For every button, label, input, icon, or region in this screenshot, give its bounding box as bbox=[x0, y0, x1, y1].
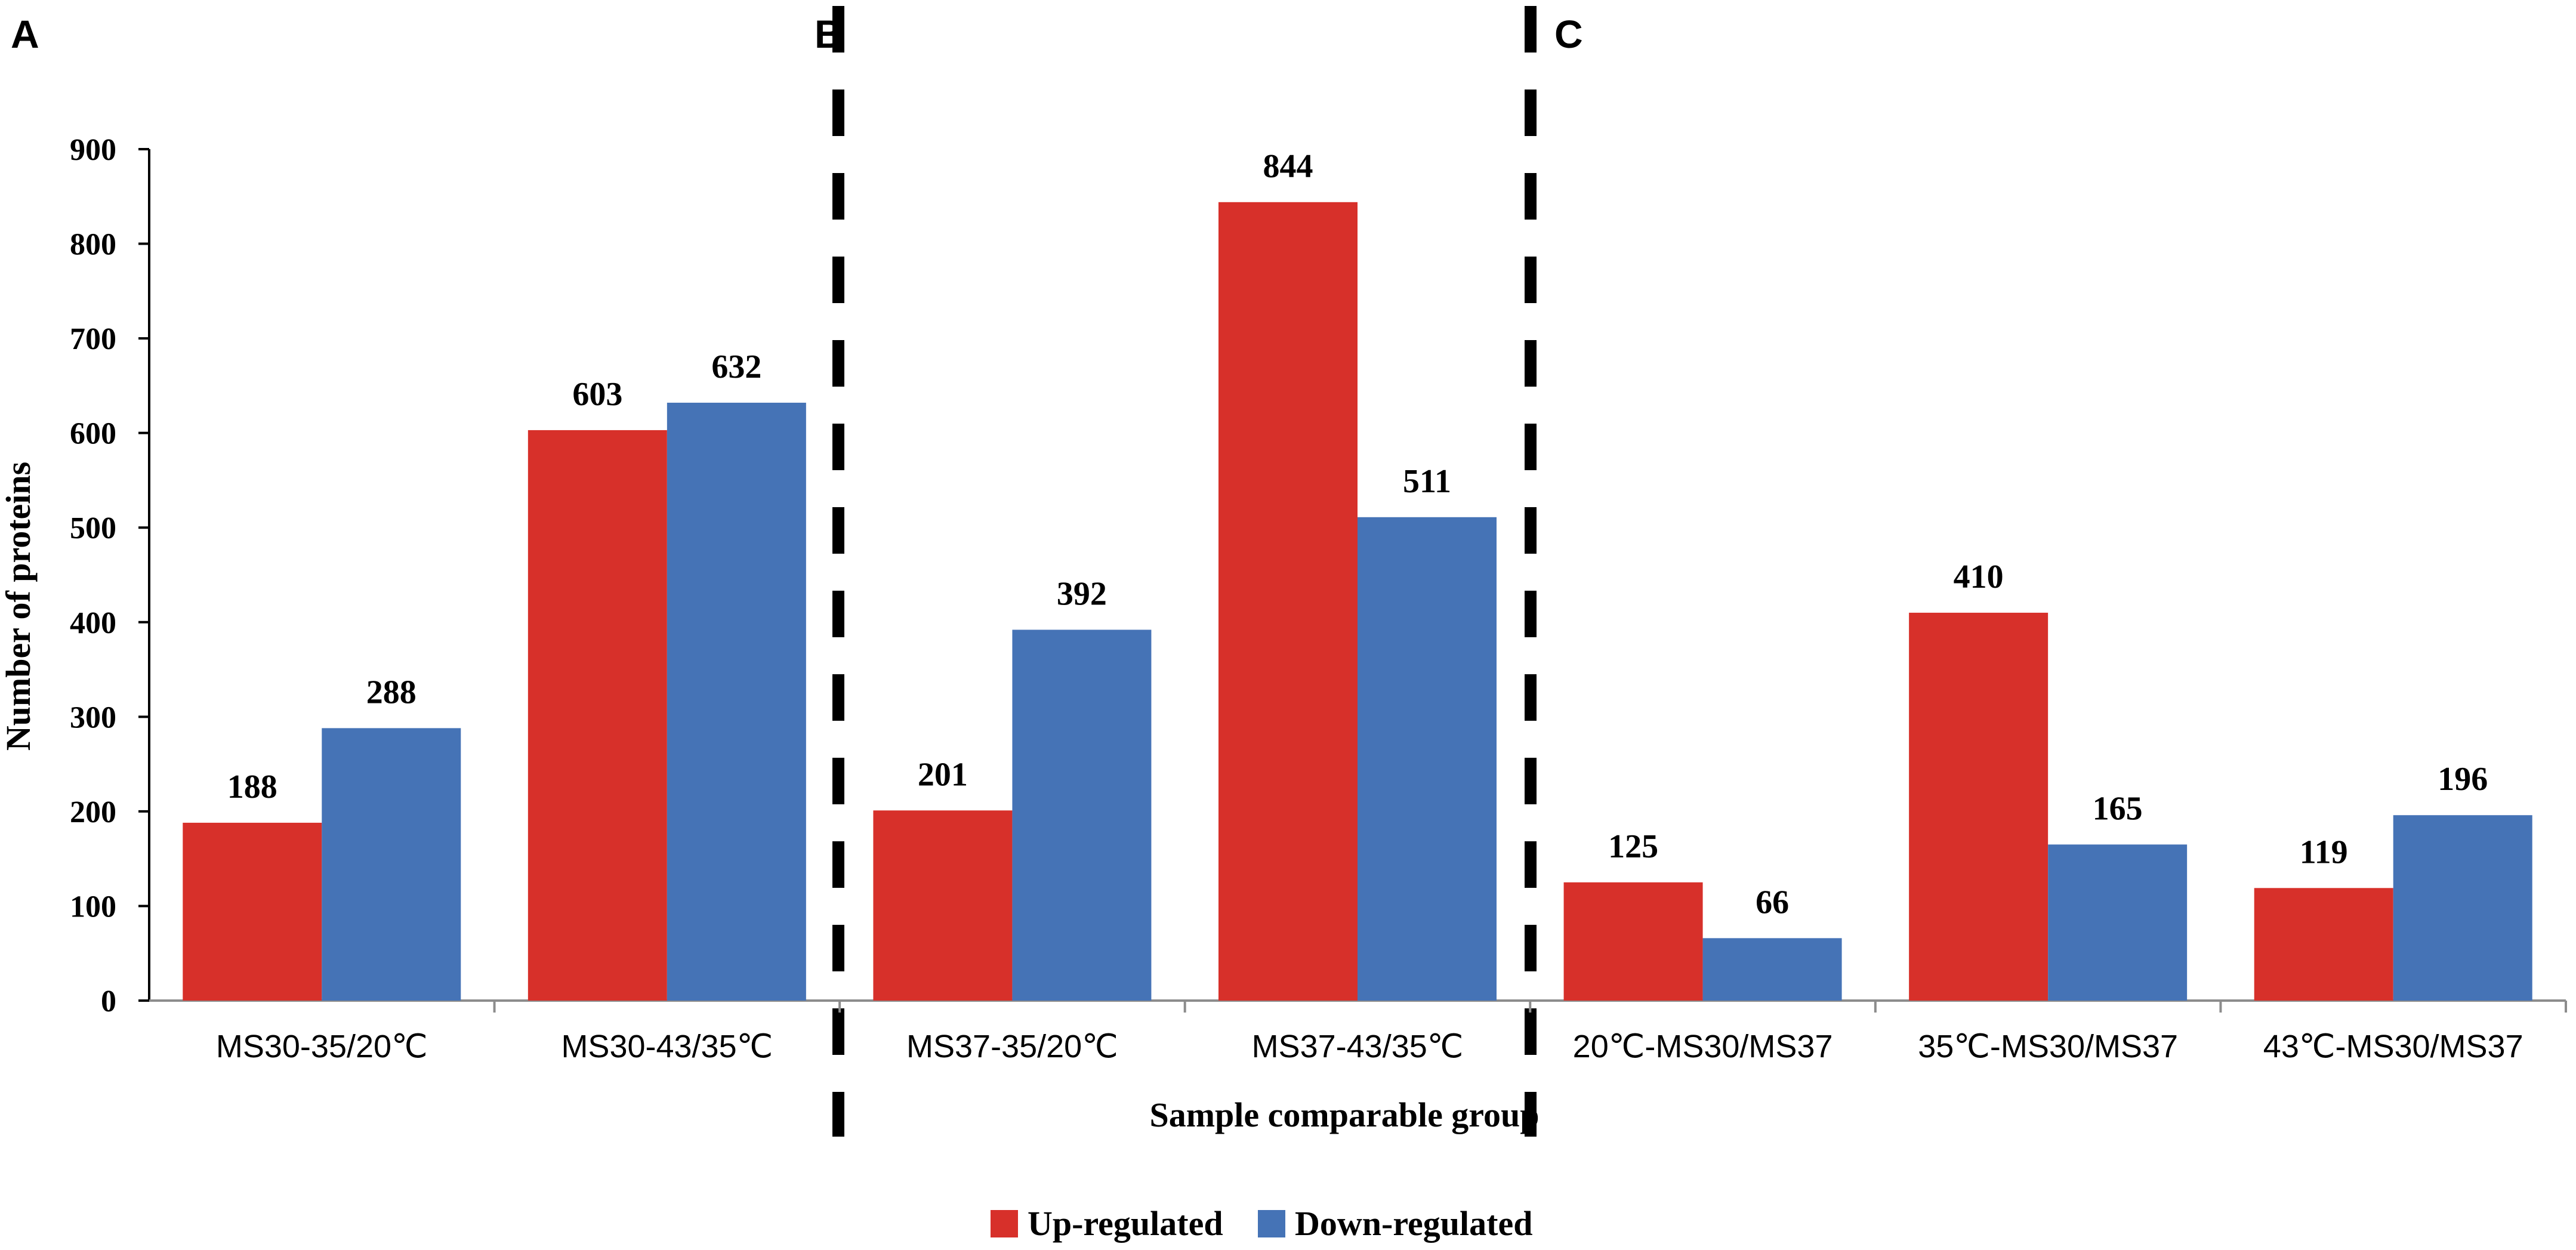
panel-letter-c: C bbox=[1554, 12, 1583, 56]
data-label: 165 bbox=[2093, 790, 2143, 827]
y-tick-label: 0 bbox=[101, 984, 116, 1018]
y-tick-label: 800 bbox=[70, 228, 116, 262]
category-label: MS37-43/35℃ bbox=[1252, 1029, 1464, 1064]
bar-down bbox=[2393, 815, 2532, 1001]
category-label: MS30-43/35℃ bbox=[561, 1029, 773, 1064]
panel-dividers bbox=[832, 6, 1537, 1137]
y-tick-label: 200 bbox=[70, 795, 116, 829]
y-tick-label: 600 bbox=[70, 417, 116, 451]
legend-swatch-down bbox=[1258, 1210, 1285, 1237]
y-tick-label: 100 bbox=[70, 890, 116, 924]
bar-down bbox=[667, 402, 806, 1001]
bar-up bbox=[1218, 202, 1358, 1001]
x-axis-ticks bbox=[493, 1001, 2567, 1013]
bar-up bbox=[1909, 612, 2049, 1001]
y-tick-label: 500 bbox=[70, 511, 116, 545]
data-label: 125 bbox=[1608, 828, 1658, 865]
data-label: 188 bbox=[227, 768, 277, 805]
y-axis-ticks: 0 100 200 300 400 500 600 700 800 900 bbox=[70, 133, 149, 1018]
bar-up bbox=[1563, 882, 1703, 1001]
legend-label-down: Down-regulated bbox=[1295, 1204, 1532, 1243]
y-tick-label: 700 bbox=[70, 322, 116, 356]
bar-up bbox=[527, 430, 667, 1001]
category-label: MS30-35/20℃ bbox=[216, 1029, 428, 1064]
bar-up bbox=[2254, 888, 2393, 1001]
legend-swatch-up bbox=[991, 1210, 1018, 1237]
bar-down bbox=[1358, 517, 1497, 1001]
data-label: 66 bbox=[1756, 884, 1789, 921]
bar-up bbox=[183, 822, 322, 1001]
bars bbox=[183, 202, 2532, 1001]
data-label: 196 bbox=[2438, 761, 2488, 798]
data-label: 632 bbox=[711, 348, 761, 385]
data-label: 844 bbox=[1263, 148, 1313, 185]
category-label: 35℃-MS30/MS37 bbox=[1918, 1029, 2178, 1064]
data-label: 288 bbox=[366, 674, 417, 711]
data-label: 603 bbox=[572, 376, 622, 413]
legend: Up-regulated Down-regulated bbox=[991, 1204, 1532, 1243]
data-label: 119 bbox=[2300, 834, 2348, 871]
panel-letters: A B C bbox=[11, 12, 1583, 56]
y-tick-label: 300 bbox=[70, 700, 116, 734]
data-label: 392 bbox=[1057, 575, 1107, 612]
bar-down bbox=[1702, 938, 1842, 1001]
data-label: 511 bbox=[1403, 463, 1451, 500]
y-tick-label: 900 bbox=[70, 133, 116, 167]
category-labels: MS30-35/20℃ MS30-43/35℃ MS37-35/20℃ MS37-43… bbox=[216, 1029, 2523, 1064]
category-label: 20℃-MS30/MS37 bbox=[1573, 1029, 1833, 1064]
data-label: 201 bbox=[918, 756, 968, 793]
bar-down bbox=[1012, 629, 1152, 1001]
x-axis-title: Sample comparable group bbox=[1149, 1095, 1539, 1134]
bar-down bbox=[322, 728, 461, 1001]
legend-label-up: Up-regulated bbox=[1028, 1204, 1223, 1243]
y-axis-title: Number of proteins bbox=[0, 462, 38, 751]
category-label: MS37-35/20℃ bbox=[906, 1029, 1118, 1064]
data-label: 410 bbox=[1954, 558, 2004, 595]
category-label: 43℃-MS30/MS37 bbox=[2263, 1029, 2523, 1064]
y-tick-label: 400 bbox=[70, 606, 116, 640]
bar-down bbox=[2048, 844, 2188, 1001]
data-labels: 188 288 603 632 201 392 844 511 125 66 410 165 119 19… bbox=[227, 148, 2488, 921]
panel-letter-a: A bbox=[11, 12, 39, 56]
bar-up bbox=[873, 810, 1013, 1001]
